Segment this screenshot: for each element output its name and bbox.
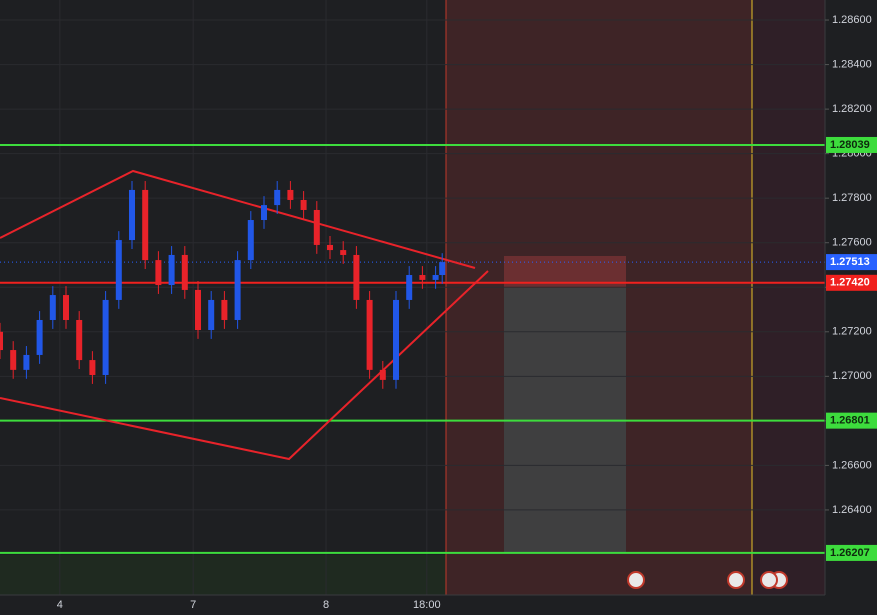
y-tick-label: 1.27000 (832, 370, 872, 382)
candle-body (0, 331, 3, 351)
y-tick-label: 1.27600 (832, 237, 872, 249)
candle-body (63, 295, 69, 320)
candle-body (406, 275, 413, 300)
candle-body (261, 205, 267, 221)
price-label: 1.27420 (830, 277, 870, 289)
price-label: 1.28039 (830, 139, 870, 151)
price-label: 1.26801 (830, 415, 870, 427)
trend-line (0, 169, 476, 269)
candle-body (155, 260, 162, 286)
y-tick-label: 1.26400 (832, 504, 872, 516)
candle-body (393, 299, 399, 380)
y-tick-label: 1.28400 (832, 58, 872, 70)
y-tick-label: 1.26600 (832, 459, 872, 471)
x-tick-label: 7 (190, 599, 196, 611)
candle-body (366, 299, 373, 370)
price-label: 1.27513 (830, 256, 870, 268)
candle-body (221, 299, 228, 320)
candle-body (23, 354, 30, 370)
candle-body (195, 289, 201, 331)
candle-body (76, 319, 83, 361)
price-label-box (826, 274, 877, 291)
candle-body (327, 244, 333, 251)
candle-body (313, 209, 320, 245)
x-tick-label: 4 (57, 599, 63, 611)
price-axis (825, 0, 877, 615)
price-label: 1.26207 (830, 547, 870, 559)
axis-labels: 1.264001.266001.268001.270001.272001.274… (57, 14, 877, 611)
levels (0, 143, 825, 554)
candle-body (102, 299, 109, 375)
x-tick-label: 8 (323, 599, 329, 611)
y-tick-label: 1.27200 (832, 326, 872, 338)
candle-body (247, 220, 254, 261)
candle-body (439, 262, 446, 276)
candle-body (287, 189, 294, 200)
candle-body (234, 260, 241, 320)
price-label-box (826, 544, 877, 561)
future-zone (752, 0, 825, 595)
time-axis (0, 595, 825, 615)
candle-body (353, 254, 360, 300)
trend-line (0, 270, 489, 461)
event-flag[interactable] (727, 571, 745, 589)
candle-body (10, 350, 17, 370)
candle-body (89, 360, 96, 375)
event-flag[interactable] (760, 571, 778, 589)
candle-body (208, 299, 215, 331)
y-tick-label: 1.28200 (832, 103, 872, 115)
candle-body (274, 189, 281, 206)
candle-body (168, 254, 175, 286)
price-label-box (826, 254, 877, 271)
candle-body (379, 369, 386, 380)
event-flags (627, 571, 788, 589)
candle-body (300, 199, 307, 210)
candle-body (129, 189, 135, 241)
y-tick-label: 1.27800 (832, 192, 872, 204)
candle-body (340, 250, 347, 255)
candle-body (49, 295, 56, 320)
x-tick-label: 18:00 (413, 599, 441, 611)
candle-body (36, 319, 43, 355)
price-label-box (826, 412, 877, 429)
bottom-zone (0, 555, 446, 595)
candle-body (142, 189, 149, 261)
candles (0, 181, 446, 389)
price-label-box (826, 136, 877, 153)
y-tick-label: 1.28600 (832, 14, 872, 26)
candle-body (432, 275, 439, 280)
candle-body (115, 240, 122, 300)
event-flag[interactable] (627, 571, 645, 589)
candle-body (419, 275, 426, 280)
candle-body (181, 254, 188, 290)
